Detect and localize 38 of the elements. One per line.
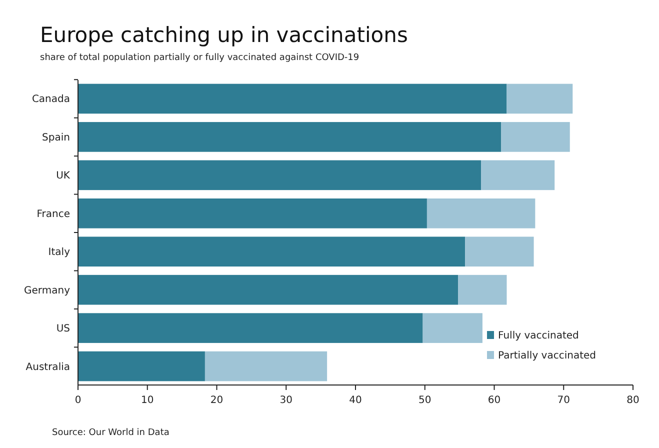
x-tick-label: 60 <box>488 395 501 406</box>
bar <box>78 198 427 228</box>
chart-title: Europe catching up in vaccinations <box>40 23 408 47</box>
x-tick-label: 40 <box>349 395 362 406</box>
y-tick-label: Germany <box>24 285 70 296</box>
chart-subtitle: share of total population partially or fully vaccinated against COVID-19 <box>40 53 360 63</box>
x-tick-label: 80 <box>626 395 640 406</box>
legend-label: Fully vaccinated <box>498 330 579 342</box>
bar <box>78 351 205 382</box>
x-tick-label: 20 <box>210 395 224 406</box>
y-tick-label: Australia <box>26 362 70 373</box>
x-tick-label: 70 <box>557 395 570 406</box>
bar <box>422 313 482 343</box>
bar <box>506 84 573 114</box>
bar <box>78 160 482 190</box>
y-tick-label: US <box>56 324 70 335</box>
bar <box>501 122 570 152</box>
bar <box>78 84 507 114</box>
x-tick-label: 30 <box>280 395 292 406</box>
bar <box>78 274 458 305</box>
x-tick-label: 50 <box>418 395 432 406</box>
x-tick-label: 0 <box>74 395 82 406</box>
source-note: Source: Our World in Data <box>52 428 170 438</box>
bar <box>426 198 536 228</box>
y-tick-label: France <box>36 208 70 220</box>
legend-label: Partially vaccinated <box>498 350 596 362</box>
y-tick-label: Spain <box>42 132 70 144</box>
x-tick-label: 10 <box>141 395 154 406</box>
bar <box>458 274 507 305</box>
bar <box>78 313 423 343</box>
bar <box>78 236 466 267</box>
y-tick-label: UK <box>56 170 70 182</box>
bar <box>204 351 328 382</box>
y-tick-label: Italy <box>48 247 70 258</box>
bar <box>78 122 502 152</box>
bar <box>465 236 534 267</box>
y-tick-label: Canada <box>32 94 70 106</box>
bar <box>481 160 555 190</box>
